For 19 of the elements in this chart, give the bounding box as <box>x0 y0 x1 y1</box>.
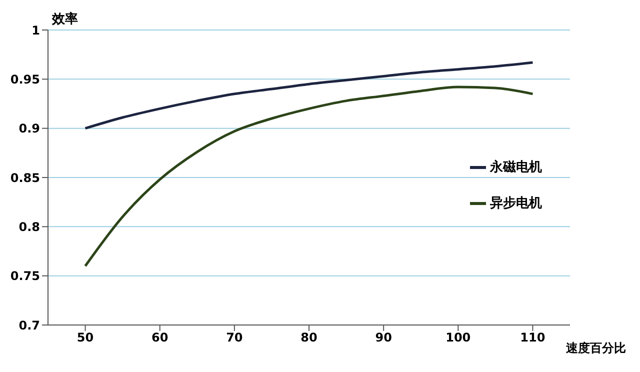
y-tick-label: 1 <box>32 23 40 38</box>
y-axis-title: 效率 <box>52 10 78 28</box>
x-tick-label: 60 <box>152 330 168 345</box>
x-tick-label: 50 <box>76 330 94 345</box>
legend-label: 异步电机 <box>490 195 542 212</box>
x-tick-label: 80 <box>300 330 318 345</box>
y-tick-label: 0.75 <box>10 269 40 284</box>
x-axis-title: 速度百分比 <box>566 340 626 357</box>
y-tick-label: 0.95 <box>10 72 40 86</box>
x-tick-label: 70 <box>226 330 243 345</box>
y-tick-label: 0.85 <box>10 170 40 185</box>
y-tick-label: 0.8 <box>18 220 40 234</box>
x-tick-label: 90 <box>375 330 392 345</box>
x-tick-label: 110 <box>520 330 546 345</box>
y-tick-label: 0.9 <box>18 122 40 136</box>
y-tick-label: 0.7 <box>18 318 40 332</box>
x-tick-label: 100 <box>446 330 471 345</box>
line-series <box>84 61 534 130</box>
legend-label: 永磁电机 <box>490 158 542 176</box>
